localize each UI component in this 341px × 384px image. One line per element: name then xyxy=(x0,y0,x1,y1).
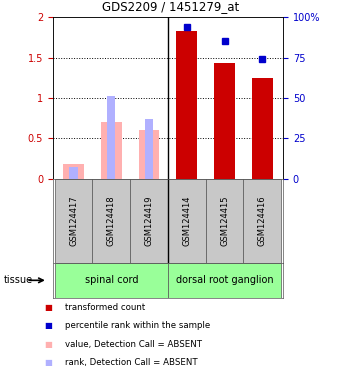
Text: ■: ■ xyxy=(44,339,52,349)
Text: ■: ■ xyxy=(44,303,52,312)
Bar xyxy=(55,263,168,298)
Bar xyxy=(206,179,243,263)
Bar xyxy=(92,179,130,263)
Text: GSM124414: GSM124414 xyxy=(182,195,191,246)
Text: GSM124419: GSM124419 xyxy=(145,195,153,246)
Text: GSM124418: GSM124418 xyxy=(107,195,116,246)
Text: ■: ■ xyxy=(44,358,52,367)
Bar xyxy=(168,179,206,263)
Text: dorsal root ganglion: dorsal root ganglion xyxy=(176,275,273,285)
Text: spinal cord: spinal cord xyxy=(85,275,138,285)
Bar xyxy=(107,96,116,179)
Bar xyxy=(168,263,281,298)
Bar xyxy=(145,119,153,179)
Text: GSM124417: GSM124417 xyxy=(69,195,78,246)
Bar xyxy=(139,130,160,179)
Bar xyxy=(101,122,122,179)
Text: rank, Detection Call = ABSENT: rank, Detection Call = ABSENT xyxy=(65,358,197,367)
Text: value, Detection Call = ABSENT: value, Detection Call = ABSENT xyxy=(65,339,202,349)
Bar xyxy=(176,31,197,179)
Text: ■: ■ xyxy=(44,321,52,330)
Bar xyxy=(55,179,92,263)
Bar xyxy=(243,179,281,263)
Bar xyxy=(63,164,84,179)
Text: transformed count: transformed count xyxy=(65,303,145,312)
Text: tissue: tissue xyxy=(3,275,32,285)
Bar xyxy=(252,78,273,179)
Text: GSM124415: GSM124415 xyxy=(220,195,229,246)
Text: GSM124416: GSM124416 xyxy=(258,195,267,246)
Text: percentile rank within the sample: percentile rank within the sample xyxy=(65,321,210,330)
Bar xyxy=(70,167,78,179)
Bar xyxy=(130,179,168,263)
Bar xyxy=(214,63,235,179)
Text: GDS2209 / 1451279_at: GDS2209 / 1451279_at xyxy=(102,0,239,13)
